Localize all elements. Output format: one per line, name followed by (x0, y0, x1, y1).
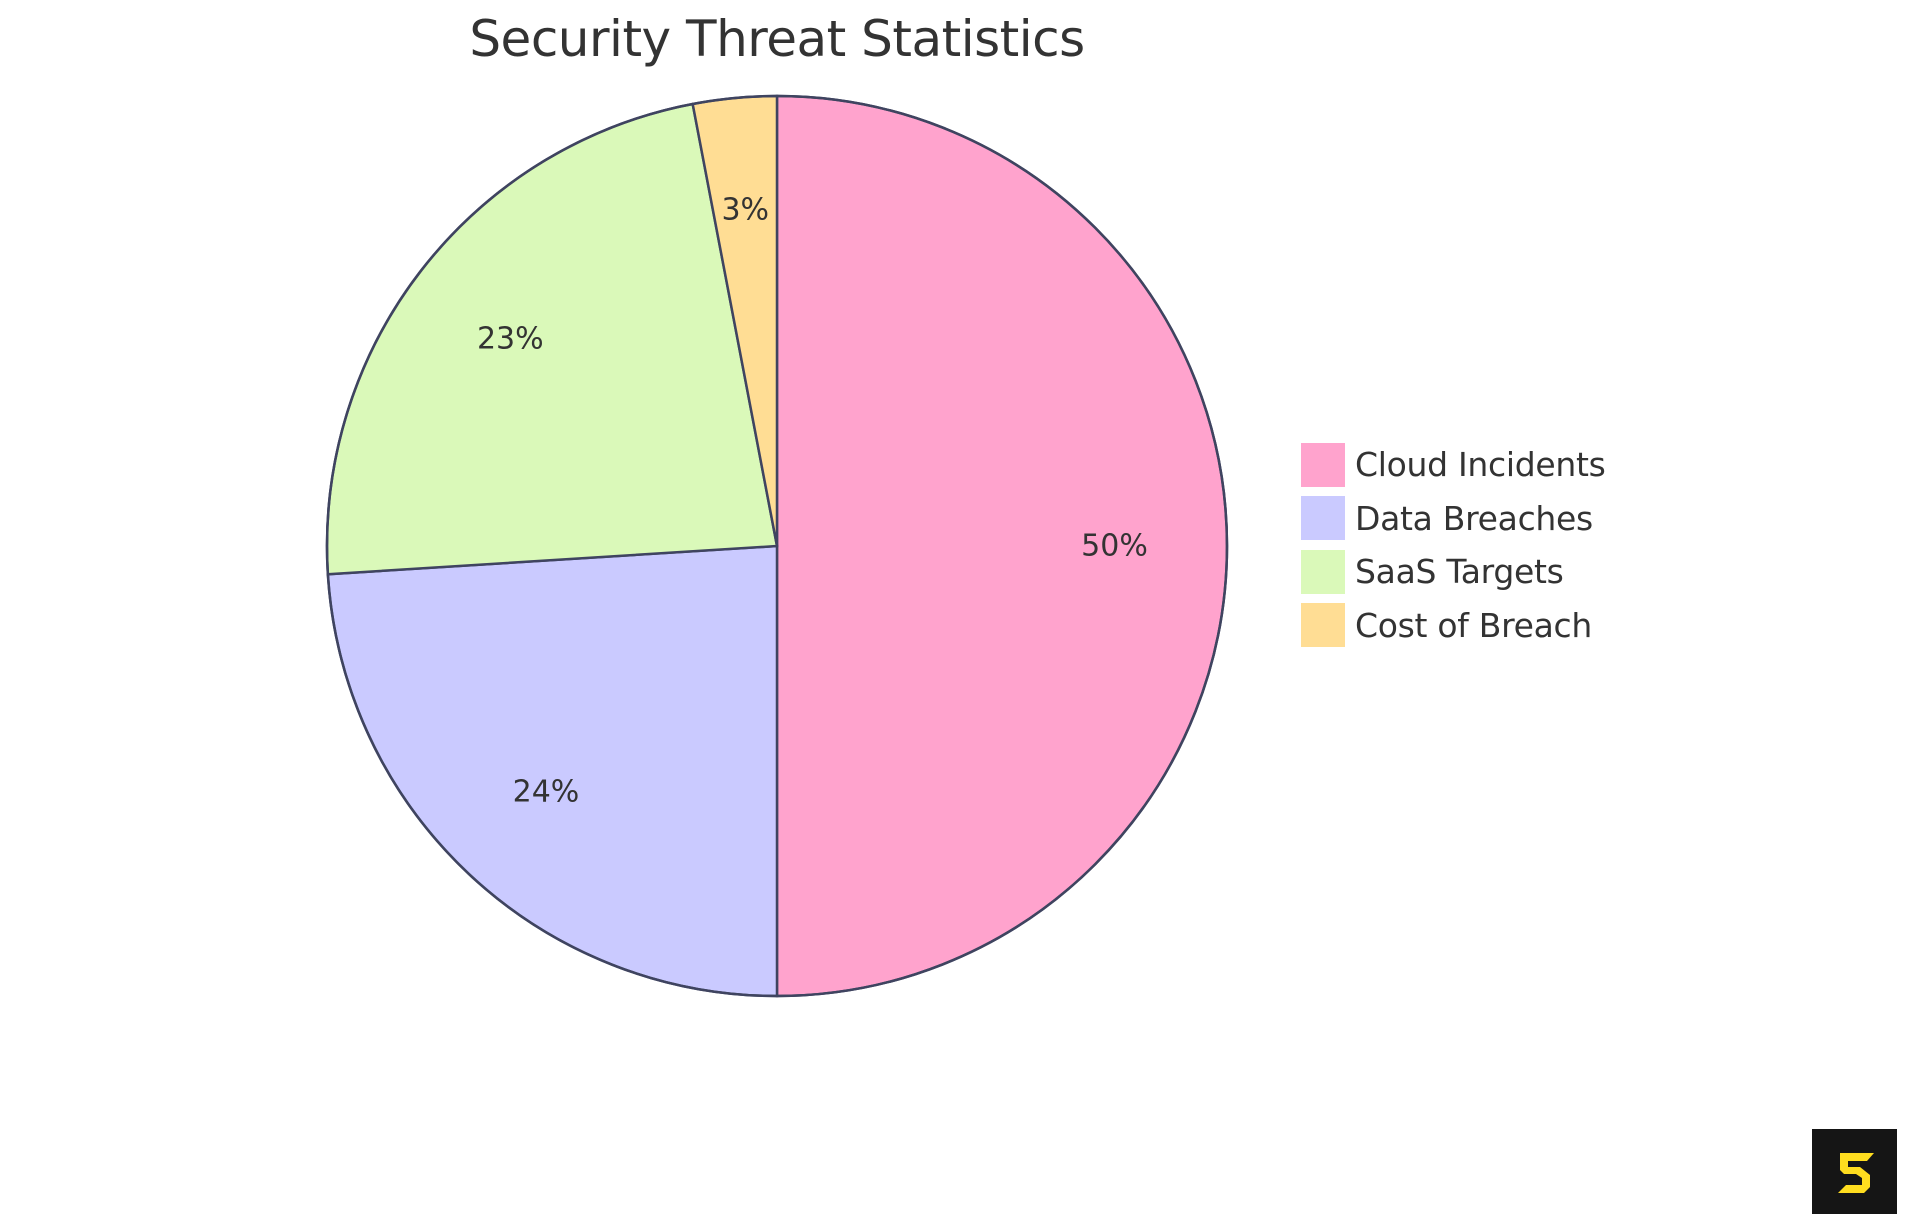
legend-swatch (1301, 603, 1345, 648)
legend: Cloud Incidents Data Breaches SaaS Targe… (1301, 438, 1606, 652)
slice-percent-label: 50% (1081, 529, 1148, 564)
legend-item-saas-targets: SaaS Targets (1301, 545, 1606, 599)
legend-swatch (1301, 496, 1345, 541)
legend-label: Cost of Breach (1355, 605, 1593, 645)
pie-outline (325, 94, 1229, 998)
legend-label: SaaS Targets (1355, 552, 1564, 592)
legend-item-data-breaches: Data Breaches (1301, 492, 1606, 546)
legend-label: Cloud Incidents (1355, 445, 1606, 485)
legend-item-cloud-incidents: Cloud Incidents (1301, 438, 1606, 492)
slice-percent-label: 3% (721, 192, 769, 227)
legend-swatch (1301, 442, 1345, 487)
legend-swatch (1301, 549, 1345, 594)
slice-percent-label: 24% (513, 775, 580, 810)
legend-label: Data Breaches (1355, 498, 1593, 538)
slice-percent-label: 23% (477, 322, 544, 357)
s-logo-icon (1837, 1152, 1874, 1193)
legend-item-cost-of-breach: Cost of Breach (1301, 599, 1606, 653)
pie-slice-cloud-incidents (775, 94, 1229, 998)
pie-slice-data-breaches (326, 544, 779, 998)
chart-title: Security Threat Statistics (469, 10, 1085, 68)
brand-logo (1812, 1129, 1897, 1214)
